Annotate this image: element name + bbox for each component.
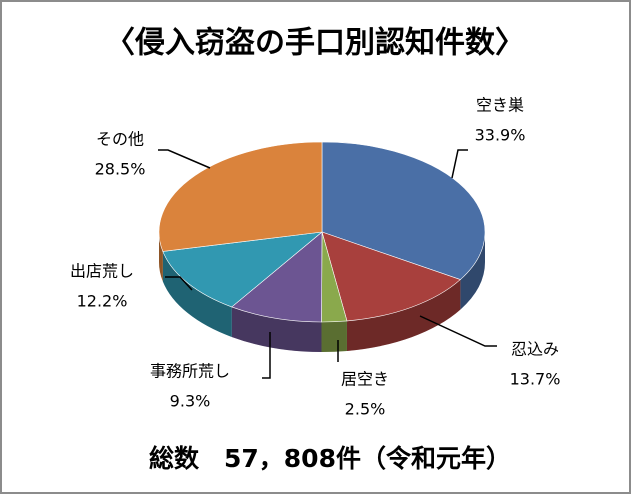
- category-label: 忍込み: [511, 340, 559, 359]
- slice-side: [231, 306, 322, 352]
- leader-line: [165, 276, 193, 291]
- value-label: 13.7%: [510, 370, 561, 389]
- leader-line: [419, 315, 497, 347]
- category-label: その他: [96, 130, 144, 149]
- slice: [158, 141, 323, 252]
- slice-shade: [162, 251, 232, 337]
- chart-title: 〈侵入窃盗の手口別認知件数〉: [105, 26, 525, 61]
- value-label: 2.5%: [345, 400, 386, 419]
- slice-shade: [460, 232, 485, 310]
- category-label: 居空き: [341, 370, 389, 389]
- slice-shade: [231, 306, 322, 352]
- slice: [321, 231, 461, 322]
- slice-shade: [346, 279, 461, 351]
- slice-side: [159, 232, 163, 282]
- leader-line: [158, 149, 211, 169]
- slice-side: [162, 251, 232, 337]
- leader-line: [262, 332, 271, 379]
- category-label: 空き巣: [476, 96, 524, 115]
- value-label: 9.3%: [170, 392, 211, 411]
- slice-side: [321, 320, 347, 352]
- slice-shade: [321, 320, 347, 352]
- slice: [321, 141, 486, 280]
- slice: [231, 231, 323, 323]
- slice-side: [460, 232, 485, 310]
- value-label: 33.9%: [475, 126, 526, 145]
- slice: [162, 231, 323, 308]
- value-label: 28.5%: [95, 160, 146, 179]
- annotation: 総数 57，808件（令和元年）: [149, 444, 511, 473]
- category-label: 出店荒し: [70, 262, 134, 281]
- leader-line: [451, 149, 468, 179]
- slice-shade: [159, 232, 163, 282]
- category-label: 事務所荒し: [150, 362, 230, 381]
- slice-side: [346, 279, 461, 351]
- value-label: 12.2%: [77, 292, 128, 311]
